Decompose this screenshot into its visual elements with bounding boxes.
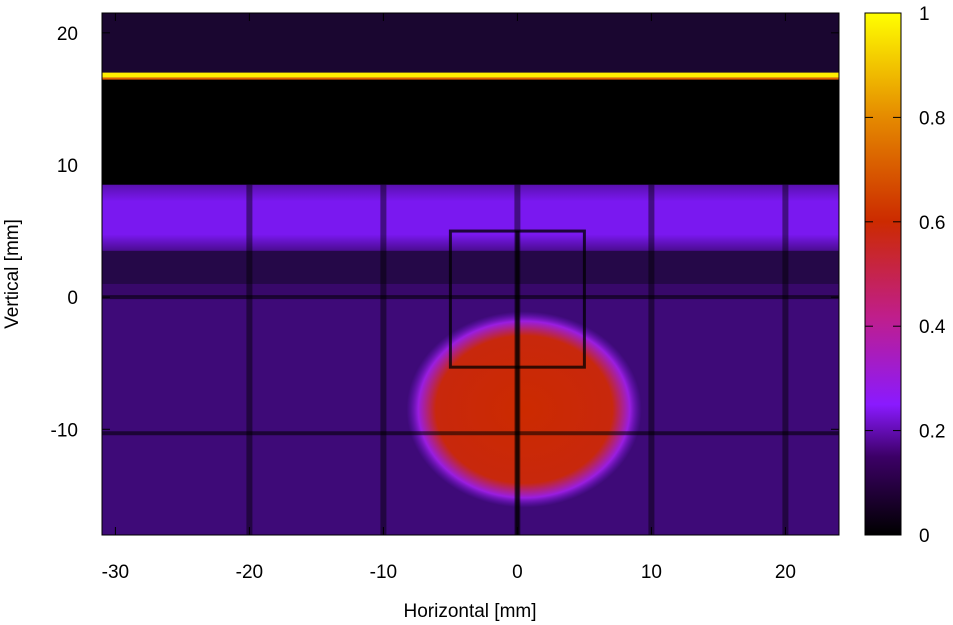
heatmap-center-line: [515, 231, 520, 535]
colorbar-tick-label: 0: [919, 526, 930, 547]
heatmap-dark-horizontal-line: [102, 295, 839, 300]
colorbar-axis: 0 0.2 0.4 0.6 0.8 1: [865, 4, 946, 547]
heatmap-band-gap: [102, 250, 839, 284]
heatmap-dark-horizontal-line: [102, 431, 839, 436]
heatmap-dark-region: [102, 79, 839, 185]
axes: -30 -20 -10 0 10 20 -10 0 10 20: [51, 13, 839, 583]
heatmap-top-strip: [102, 13, 839, 76]
x-axis-title: Horizontal [mm]: [403, 601, 536, 622]
y-tick-label: 20: [57, 24, 78, 45]
heatmap-upper-band: [102, 184, 839, 251]
heatmap-dark-vertical-line: [246, 184, 253, 535]
x-tick-label: 0: [512, 562, 523, 583]
plot-frame: [101, 12, 840, 536]
x-tick-label: -10: [370, 562, 397, 583]
heatmap-plot-area: [102, 13, 839, 535]
heatmap-bright-line: [102, 72, 839, 78]
y-tick-label: 0: [67, 288, 78, 309]
x-tick-label: 10: [641, 562, 662, 583]
y-tick-label: -10: [51, 420, 78, 441]
y-tick-label: 10: [57, 156, 78, 177]
y-axis-title: Vertical [mm]: [2, 219, 23, 329]
x-tick-label: -20: [236, 562, 263, 583]
heatmap-bright-line-edge: [102, 77, 839, 80]
heatmap-dark-vertical-line: [380, 184, 387, 535]
x-tick-label: 20: [775, 562, 796, 583]
colorbar-tick-label: 0.8: [919, 108, 945, 129]
heatmap-dark-vertical-line: [782, 184, 789, 535]
heatmap-dark-vertical-line: [648, 184, 655, 535]
colorbar-tick-label: 0.6: [919, 213, 945, 234]
colorbar-tick-label: 0.4: [919, 317, 946, 338]
colorbar: [864, 12, 902, 536]
heatmap-hot-spot: [406, 311, 642, 508]
colorbar-tick-label: 0.2: [919, 422, 945, 443]
colorbar-tick-label: 1: [919, 4, 930, 25]
x-tick-label: -30: [102, 562, 129, 583]
